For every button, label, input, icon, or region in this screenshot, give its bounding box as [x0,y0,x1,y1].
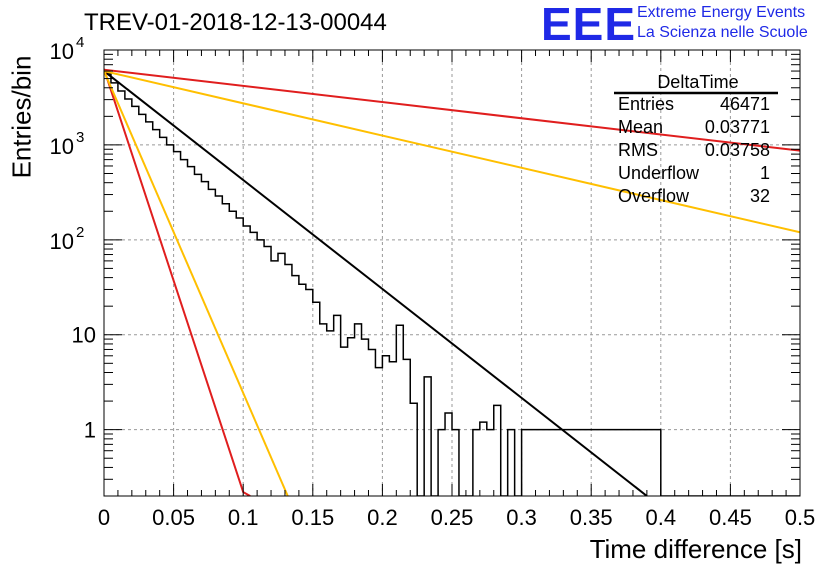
x-tick-label: 0.25 [431,505,474,530]
stats-row-label: Mean [618,117,663,137]
stats-row-label: RMS [618,140,658,160]
stats-row-label: Overflow [618,186,690,206]
y-axis-label: Entries/bin [6,55,37,179]
y-tick-label-exponent: 4 [76,34,84,51]
x-tick-label: 0.35 [570,505,613,530]
y-tick-label: 10 [50,134,74,159]
fit-line-1 [104,68,800,152]
x-tick-label: 0.45 [709,505,752,530]
x-tick-label: 0 [98,505,110,530]
stats-row-value: 0.03758 [705,140,770,160]
x-tick-label: 0.2 [367,505,398,530]
x-tick-label: 0.3 [506,505,537,530]
x-tick-label: 0.5 [785,505,816,530]
stats-row-value: 32 [750,186,770,206]
fit-line-0 [104,70,648,496]
x-axis-label: Time difference [s] [589,534,802,564]
y-tick-label: 1 [84,418,96,443]
x-tick-label: 0.05 [152,505,195,530]
logo-line-1: Extreme Energy Events [637,4,806,21]
fit-line-2 [104,68,251,496]
y-tick-label-exponent: 3 [76,129,84,146]
fit-line-4 [104,70,289,496]
y-tick-label: 10 [72,323,96,348]
y-tick-label: 10 [50,229,74,254]
histogram-outline [104,73,800,496]
stats-row-value: 1 [760,163,770,183]
x-tick-label: 0.4 [646,505,677,530]
x-tick-label: 0.1 [228,505,259,530]
eee-logo: EEE [541,0,637,50]
stats-title: DeltaTime [657,72,738,92]
fit-line-3 [104,70,800,234]
stats-row-label: Underflow [618,163,700,183]
x-tick-label: 0.15 [291,505,334,530]
y-axis-label-box: Entries/bin [2,52,42,182]
stats-row-label: Entries [618,94,674,114]
stats-row-value: 46471 [720,94,770,114]
plot-title: TREV-01-2018-12-13-00044 [84,9,387,36]
y-tick-label-exponent: 2 [76,224,84,241]
logo-line-2: La Scienza nelle Scuole [637,24,808,41]
stats-row-value: 0.03771 [705,117,770,137]
y-tick-label: 10 [50,39,74,64]
